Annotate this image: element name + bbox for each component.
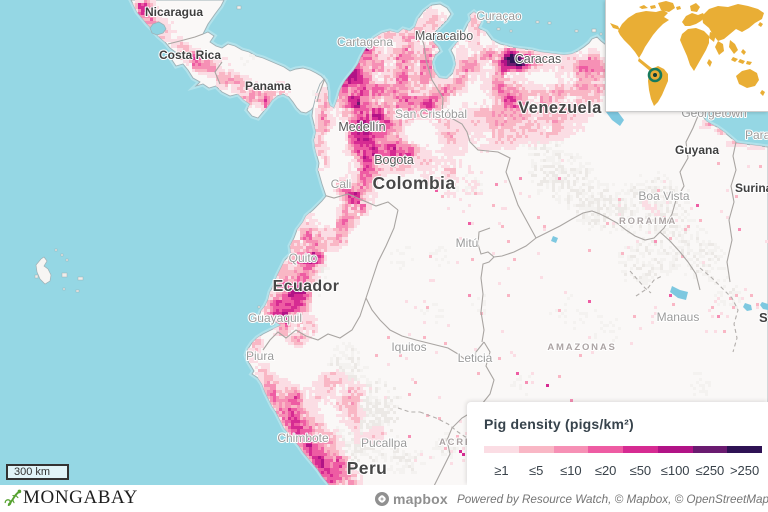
svg-text:Peru: Peru [347, 458, 388, 478]
svg-text:Colombia: Colombia [373, 173, 456, 193]
svg-text:Medellín: Medellín [338, 120, 385, 134]
svg-text:Paramaribo: Paramaribo [745, 128, 768, 142]
svg-text:Panama: Panama [245, 79, 291, 93]
svg-text:Curaçao: Curaçao [476, 9, 522, 23]
svg-text:Maracaibo: Maracaibo [415, 29, 473, 43]
svg-text:Pucallpa: Pucallpa [361, 436, 407, 450]
svg-text:Nicaragua: Nicaragua [145, 5, 203, 19]
svg-text:Costa Rica: Costa Rica [159, 48, 221, 62]
svg-text:San Cristóbal: San Cristóbal [395, 107, 467, 121]
svg-text:Boa Vista: Boa Vista [638, 189, 689, 203]
svg-text:Mitú: Mitú [456, 236, 479, 250]
svg-text:ACRE: ACRE [439, 437, 473, 448]
svg-text:Cali: Cali [331, 177, 352, 191]
svg-text:Piura: Piura [246, 349, 274, 363]
svg-text:S: S [759, 310, 768, 325]
svg-text:Cartagena: Cartagena [337, 35, 393, 49]
svg-text:Iquitos: Iquitos [391, 340, 426, 354]
svg-text:Guyana: Guyana [675, 143, 719, 157]
svg-text:Bogota: Bogota [374, 153, 414, 167]
svg-text:Guayaquil: Guayaquil [248, 311, 302, 325]
svg-text:Caracas: Caracas [515, 52, 562, 66]
svg-text:RORAIMA: RORAIMA [619, 216, 677, 227]
svg-text:Quito: Quito [289, 251, 318, 265]
svg-text:Suriname: Suriname [735, 181, 768, 195]
svg-text:Manaus: Manaus [657, 310, 700, 324]
svg-text:AMAZONAS: AMAZONAS [547, 342, 616, 353]
svg-text:Venezuela: Venezuela [518, 99, 602, 117]
svg-text:Chimbote: Chimbote [277, 431, 329, 445]
svg-text:Leticia: Leticia [458, 351, 493, 365]
svg-text:Ecuador: Ecuador [273, 278, 340, 295]
